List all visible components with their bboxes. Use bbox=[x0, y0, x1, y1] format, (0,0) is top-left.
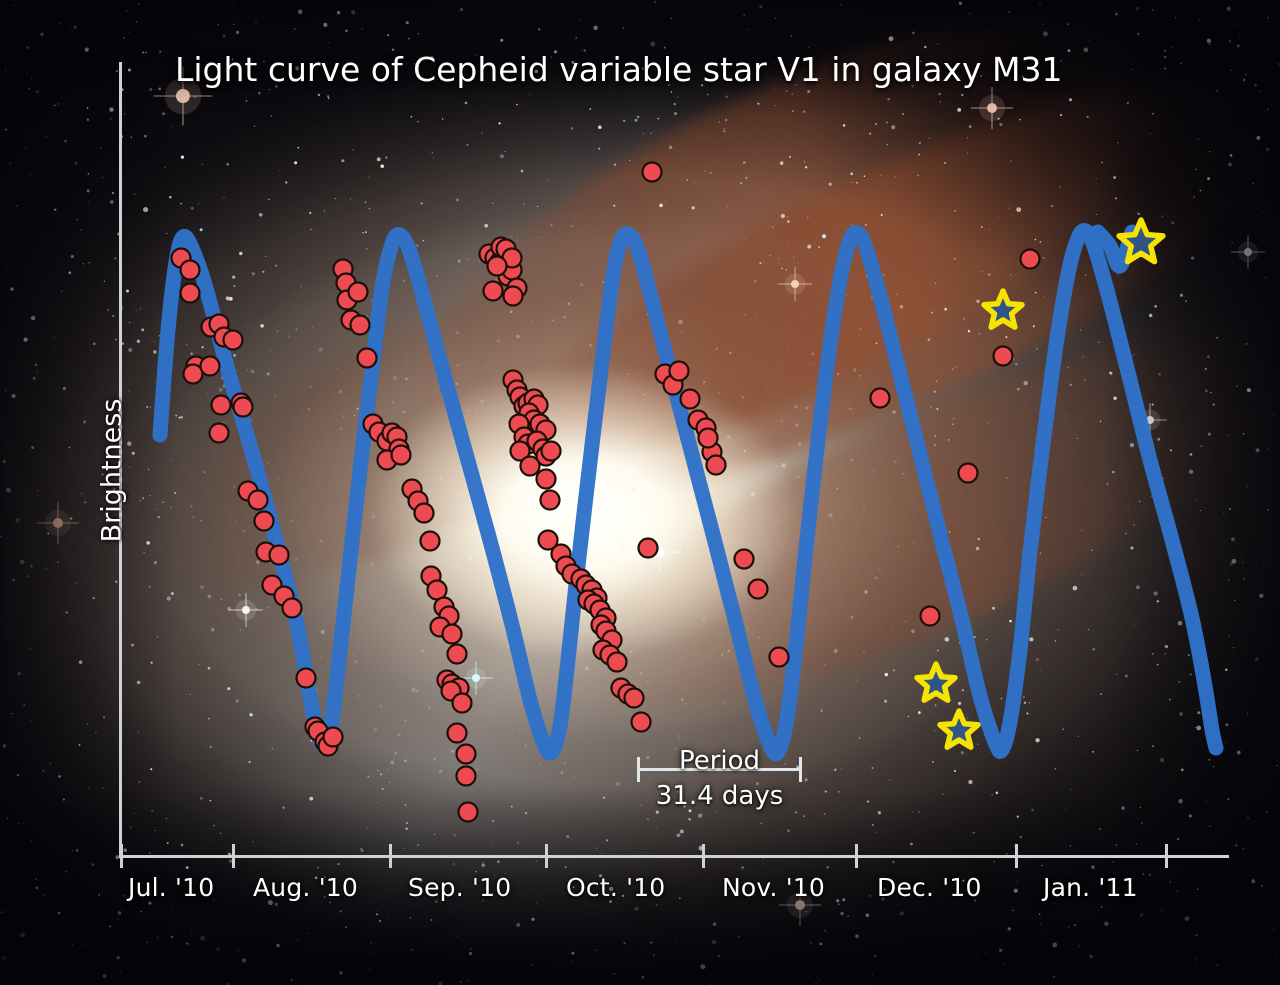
data-point bbox=[281, 597, 303, 619]
x-axis-tick bbox=[120, 844, 123, 868]
data-point bbox=[606, 651, 628, 673]
x-axis-tick bbox=[1015, 844, 1018, 868]
data-point bbox=[957, 462, 979, 484]
star-marker bbox=[937, 708, 981, 750]
data-point bbox=[349, 314, 371, 336]
data-point bbox=[992, 345, 1014, 367]
data-point bbox=[222, 329, 244, 351]
data-point bbox=[455, 765, 477, 787]
x-axis-tick bbox=[232, 844, 235, 868]
star-marker bbox=[981, 288, 1025, 330]
light-curve-final-rise bbox=[1090, 224, 1140, 274]
data-point bbox=[768, 646, 790, 668]
period-cap-left bbox=[637, 757, 640, 782]
data-point bbox=[747, 578, 769, 600]
x-axis-tick bbox=[389, 844, 392, 868]
data-point bbox=[419, 530, 441, 552]
data-point bbox=[623, 687, 645, 709]
x-axis-label: Nov. '10 bbox=[722, 873, 826, 902]
data-point bbox=[457, 801, 479, 823]
data-point bbox=[705, 454, 727, 476]
data-point bbox=[179, 259, 201, 281]
data-point bbox=[446, 722, 468, 744]
data-point bbox=[441, 623, 463, 645]
x-axis-label: Oct. '10 bbox=[566, 873, 666, 902]
page-title: Light curve of Cepheid variable star V1 … bbox=[175, 50, 1063, 89]
period-cap-right bbox=[799, 757, 802, 782]
data-point bbox=[733, 548, 755, 570]
data-point bbox=[208, 422, 230, 444]
data-point bbox=[502, 285, 524, 307]
star-marker bbox=[1116, 217, 1166, 265]
data-point bbox=[668, 360, 690, 382]
period-value: 31.4 days bbox=[655, 781, 784, 811]
data-point bbox=[390, 444, 412, 466]
data-point bbox=[630, 711, 652, 733]
data-point bbox=[637, 537, 659, 559]
data-point bbox=[253, 510, 275, 532]
data-point bbox=[210, 394, 232, 416]
data-point bbox=[1019, 248, 1041, 270]
x-axis-tick bbox=[855, 844, 858, 868]
x-axis-line bbox=[119, 855, 1229, 858]
star-marker bbox=[914, 661, 958, 703]
x-axis-tick bbox=[1165, 844, 1168, 868]
data-point bbox=[199, 355, 221, 377]
data-point bbox=[347, 281, 369, 303]
data-point bbox=[295, 667, 317, 689]
data-point bbox=[535, 468, 557, 490]
data-point bbox=[413, 502, 435, 524]
x-axis-label: Dec. '10 bbox=[877, 873, 982, 902]
data-point bbox=[247, 489, 269, 511]
data-point bbox=[356, 347, 378, 369]
data-point bbox=[919, 605, 941, 627]
data-point bbox=[179, 282, 201, 304]
data-point bbox=[268, 544, 290, 566]
data-point bbox=[540, 440, 562, 462]
period-label: Period bbox=[678, 746, 761, 776]
data-point bbox=[486, 255, 508, 277]
data-point bbox=[451, 692, 473, 714]
data-point bbox=[539, 489, 561, 511]
data-point bbox=[322, 726, 344, 748]
data-point bbox=[697, 427, 719, 449]
data-point bbox=[455, 743, 477, 765]
x-axis-tick bbox=[545, 844, 548, 868]
x-axis-label: Jan. '11 bbox=[1043, 873, 1138, 902]
data-point bbox=[519, 455, 541, 477]
x-axis-tick bbox=[702, 844, 705, 868]
data-point bbox=[446, 643, 468, 665]
x-axis-label: Sep. '10 bbox=[408, 873, 512, 902]
period-bar bbox=[637, 768, 802, 771]
data-point bbox=[537, 529, 559, 551]
data-point bbox=[641, 161, 663, 183]
data-point bbox=[509, 440, 531, 462]
data-point bbox=[232, 396, 254, 418]
y-axis-line bbox=[119, 62, 122, 857]
data-point bbox=[182, 363, 204, 385]
data-point bbox=[869, 387, 891, 409]
x-axis-label: Aug. '10 bbox=[253, 873, 358, 902]
x-axis-label: Jul. '10 bbox=[128, 873, 215, 902]
data-point bbox=[679, 388, 701, 410]
data-point bbox=[482, 280, 504, 302]
